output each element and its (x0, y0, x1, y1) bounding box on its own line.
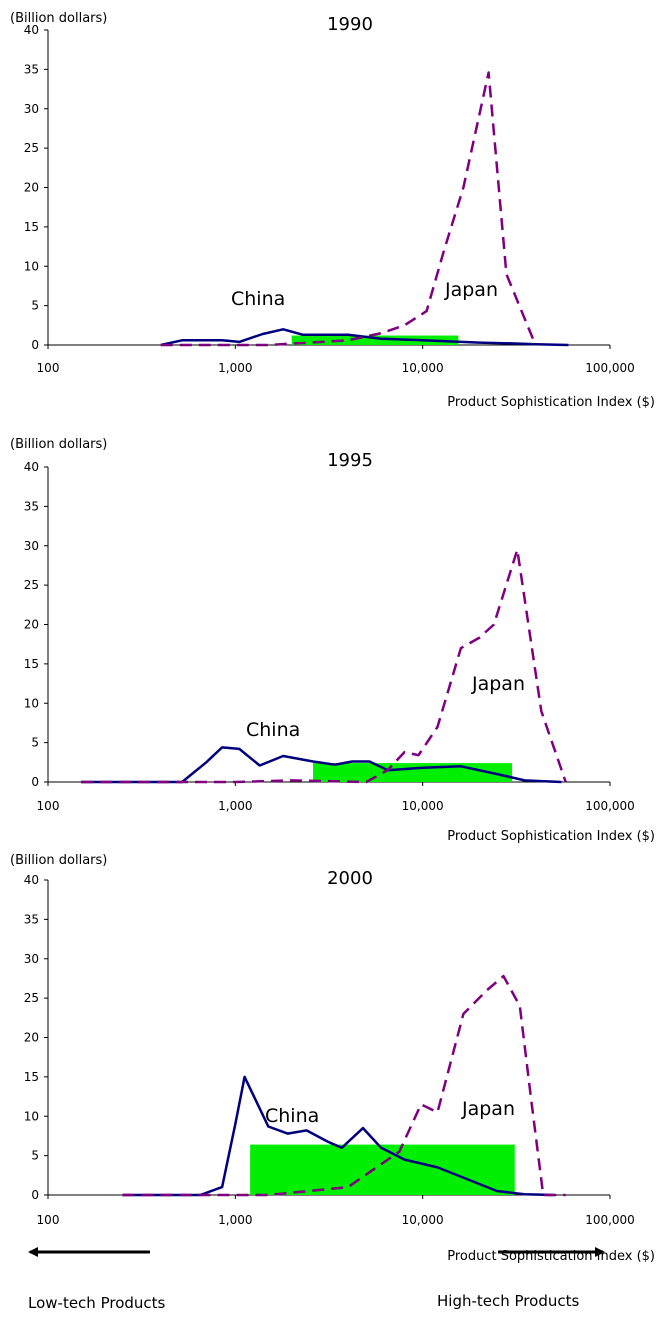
chart-title: 1995 (327, 450, 373, 471)
high-tech-label: High-tech Products (437, 1292, 579, 1310)
x-tick-label: 100 (37, 799, 60, 813)
y-tick-label: 10 (24, 696, 39, 710)
y-tick-label: 0 (31, 338, 39, 352)
y-tick-label: 35 (24, 912, 39, 926)
x-tick-label: 100 (37, 1213, 60, 1227)
x-axis-title: Product Sophistication Index ($) (447, 395, 655, 410)
highlight-band (291, 335, 459, 345)
x-tick-label: 100 (37, 361, 60, 375)
x-tick-label: 1,000 (218, 799, 252, 813)
y-tick-label: 40 (24, 460, 39, 474)
y-tick-label: 15 (24, 1070, 39, 1084)
series-line-japan (81, 548, 567, 784)
y-tick-label: 10 (24, 1109, 39, 1123)
y-tick-label: 0 (31, 775, 39, 789)
x-tick-label: 100,000 (585, 1213, 635, 1227)
y-tick-label: 5 (31, 1149, 39, 1163)
highlight-band (250, 1144, 515, 1195)
y-tick-label: 25 (24, 991, 39, 1005)
series-line-china (122, 1075, 554, 1197)
y-tick-label: 20 (24, 1031, 39, 1045)
x-tick-label: 100,000 (585, 799, 635, 813)
series-line-china (160, 328, 569, 347)
y-tick-label: 15 (24, 220, 39, 234)
japan-label: Japan (471, 673, 525, 695)
y-tick-label: 40 (24, 23, 39, 37)
y-tick-label: 30 (24, 102, 39, 116)
y-axis-unit-label: (Billion dollars) (10, 11, 107, 26)
china-label: China (246, 719, 300, 741)
y-tick-label: 15 (24, 657, 39, 671)
footer: Low-tech Products High-tech Products (28, 1247, 605, 1312)
chart-title: 2000 (327, 868, 373, 889)
series-line-japan (160, 71, 537, 347)
y-tick-label: 5 (31, 736, 39, 750)
y-tick-label: 25 (24, 141, 39, 155)
x-tick-label: 100,000 (585, 361, 635, 375)
china-label: China (231, 288, 285, 310)
x-tick-label: 10,000 (402, 1213, 444, 1227)
japan-label: Japan (444, 279, 498, 301)
series-line-china (81, 746, 562, 784)
x-tick-label: 10,000 (402, 361, 444, 375)
series-line-japan (122, 974, 566, 1197)
low-tech-label: Low-tech Products (28, 1294, 166, 1312)
y-tick-label: 40 (24, 873, 39, 887)
y-tick-label: 20 (24, 618, 39, 632)
china-label: China (265, 1105, 319, 1127)
x-axis-title: Product Sophistication Index ($) (447, 829, 655, 844)
y-tick-label: 20 (24, 181, 39, 195)
x-tick-label: 1,000 (218, 361, 252, 375)
y-tick-label: 35 (24, 62, 39, 76)
chart-title: 1990 (327, 14, 373, 35)
chart-2000: (Billion dollars) 2000 0 5 10 15 20 25 30 35 40 100… (10, 853, 655, 1264)
japan-label: Japan (461, 1098, 515, 1120)
y-axis-unit-label: (Billion dollars) (10, 853, 107, 868)
y-tick-label: 25 (24, 578, 39, 592)
y-tick-label: 5 (31, 299, 39, 313)
y-tick-label: 30 (24, 539, 39, 553)
y-tick-label: 10 (24, 259, 39, 273)
chart-1995: (Billion dollars) 1995 0 5 10 15 20 25 30 35 40 100… (10, 437, 655, 844)
chart-1990: (Billion dollars) 1990 0 5 10 15 20 25 30 35 40 100… (10, 11, 655, 410)
y-axis-unit-label: (Billion dollars) (10, 437, 107, 452)
x-tick-label: 1,000 (218, 1213, 252, 1227)
x-tick-label: 10,000 (402, 799, 444, 813)
y-tick-label: 35 (24, 499, 39, 513)
y-tick-label: 0 (31, 1188, 39, 1202)
y-tick-label: 30 (24, 952, 39, 966)
highlight-band (313, 763, 513, 782)
